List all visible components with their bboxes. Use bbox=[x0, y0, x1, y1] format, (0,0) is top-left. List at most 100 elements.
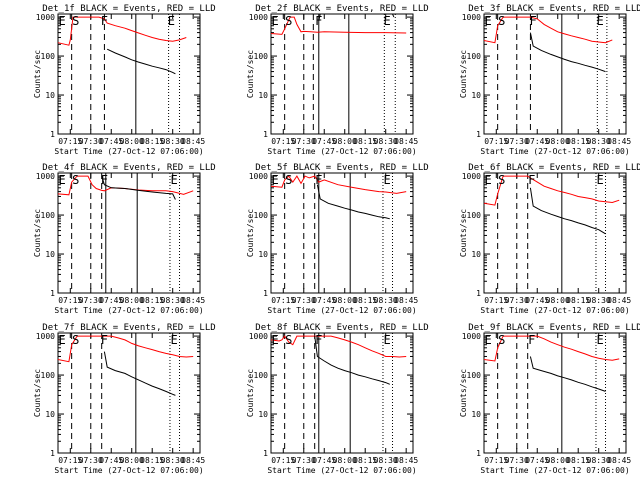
y-tick-label: 10 bbox=[258, 91, 268, 100]
interval-marker-label: S bbox=[498, 173, 505, 187]
y-tick-label: 1000 bbox=[462, 172, 481, 181]
y-tick-label: 10 bbox=[45, 91, 55, 100]
interval-marker-label: E bbox=[168, 14, 175, 28]
x-axis-label: Start Time (27-Oct-12 07:06:00) bbox=[480, 466, 629, 475]
x-tick-label: 08:00 bbox=[120, 137, 144, 146]
interval-marker-label: E bbox=[170, 173, 177, 187]
y-tick-label: 10 bbox=[45, 250, 55, 259]
interval-marker-label: E bbox=[271, 173, 278, 187]
x-axis-label: Start Time (27-Oct-12 07:06:00) bbox=[480, 306, 629, 315]
interval-marker-label: F bbox=[530, 14, 537, 28]
y-tick-label: 10 bbox=[471, 250, 481, 259]
x-tick-label: 07:45 bbox=[99, 296, 123, 305]
interval-marker-label: F bbox=[101, 14, 108, 28]
x-tick-label: 08:45 bbox=[181, 296, 205, 305]
y-tick-label: 100 bbox=[254, 52, 269, 61]
x-tick-label: 08:00 bbox=[546, 296, 570, 305]
y-tick-label: 1000 bbox=[36, 172, 55, 181]
y-tick-label: 1 bbox=[476, 449, 481, 458]
events-series-line bbox=[314, 336, 390, 385]
interval-marker-label: S bbox=[72, 14, 79, 28]
events-series-line bbox=[529, 356, 606, 392]
x-tick-label: 08:15 bbox=[566, 296, 590, 305]
interval-marker-label: F bbox=[315, 173, 322, 187]
interval-marker-label: E bbox=[596, 173, 603, 187]
y-tick-label: 1000 bbox=[462, 13, 481, 22]
y-axis-label: Counts/sec bbox=[33, 369, 42, 417]
y-axis-label: Counts/sec bbox=[459, 50, 468, 98]
y-axis-label: Counts/sec bbox=[246, 50, 255, 98]
panel-title: Det_3f BLACK = Events, RED = LLD bbox=[468, 4, 640, 14]
interval-marker-label: E bbox=[484, 173, 491, 187]
y-tick-label: 1 bbox=[476, 289, 481, 298]
x-tick-label: 07:15 bbox=[271, 296, 295, 305]
interval-marker-label: S bbox=[285, 173, 292, 187]
y-axis-label: Counts/sec bbox=[33, 209, 42, 257]
y-axis-label: Counts/sec bbox=[459, 209, 468, 257]
panel-title: Det_6f BLACK = Events, RED = LLD bbox=[468, 163, 640, 173]
x-tick-label: 08:00 bbox=[120, 296, 144, 305]
events-series-line bbox=[529, 32, 606, 73]
x-tick-label: 08:30 bbox=[587, 296, 611, 305]
x-tick-label: 08:45 bbox=[394, 137, 418, 146]
panel-4: Det_4f BLACK = Events, RED = LLD 1 10 100 10… bbox=[33, 163, 216, 315]
interval-marker-label: E bbox=[271, 14, 278, 28]
interval-marker-label: F bbox=[101, 333, 108, 347]
events-series-line bbox=[529, 187, 606, 235]
x-tick-label: 07:15 bbox=[58, 137, 82, 146]
lld-series-line bbox=[270, 175, 407, 194]
y-axis-label: Counts/sec bbox=[246, 369, 255, 417]
y-tick-label: 100 bbox=[467, 211, 482, 220]
interval-marker-label: E bbox=[484, 14, 491, 28]
panel-9: Det_9f BLACK = Events, RED = LLD 1 10 100 10… bbox=[459, 323, 640, 475]
lld-series-line bbox=[483, 16, 613, 44]
x-tick-label: 08:15 bbox=[566, 137, 590, 146]
x-tick-label: 07:15 bbox=[58, 456, 82, 465]
lld-series-line bbox=[483, 175, 620, 206]
panel-title: Det_2f BLACK = Events, RED = LLD bbox=[255, 4, 428, 14]
y-tick-label: 100 bbox=[467, 371, 482, 380]
y-tick-label: 100 bbox=[254, 211, 269, 220]
interval-marker-label: F bbox=[315, 333, 322, 347]
y-tick-label: 1 bbox=[50, 289, 55, 298]
y-tick-label: 1 bbox=[50, 449, 55, 458]
plot-frame bbox=[57, 172, 201, 294]
x-tick-label: 08:15 bbox=[566, 456, 590, 465]
interval-marker-label: F bbox=[528, 333, 535, 347]
y-tick-label: 1000 bbox=[249, 172, 268, 181]
panel-3: Det_3f BLACK = Events, RED = LLD 1 10 100 10… bbox=[459, 4, 640, 156]
panel-1: Det_1f BLACK = Events, RED = LLD 1 10 100 10… bbox=[33, 4, 216, 156]
y-tick-label: 1000 bbox=[36, 332, 55, 341]
panel-7: Det_7f BLACK = Events, RED = LLD 1 10 100 10… bbox=[33, 323, 216, 475]
x-tick-label: 07:30 bbox=[505, 296, 529, 305]
interval-marker-label: E bbox=[271, 333, 278, 347]
panel-5: Det_5f BLACK = Events, RED = LLD 1 10 100 10… bbox=[246, 163, 429, 315]
interval-marker-label: S bbox=[285, 14, 292, 28]
x-tick-label: 07:45 bbox=[525, 456, 549, 465]
plot-frame bbox=[483, 172, 627, 294]
y-tick-label: 100 bbox=[41, 211, 56, 220]
events-series-line bbox=[318, 13, 395, 21]
x-tick-label: 08:15 bbox=[353, 456, 377, 465]
y-tick-label: 1000 bbox=[249, 13, 268, 22]
x-tick-label: 07:45 bbox=[312, 456, 336, 465]
plot-frame bbox=[483, 332, 627, 454]
events-series-line bbox=[101, 175, 176, 200]
x-tick-label: 08:30 bbox=[374, 456, 398, 465]
x-tick-label: 08:00 bbox=[120, 456, 144, 465]
x-tick-label: 07:45 bbox=[525, 296, 549, 305]
x-tick-label: 08:45 bbox=[607, 456, 631, 465]
x-tick-label: 08:45 bbox=[181, 456, 205, 465]
x-tick-label: 08:45 bbox=[181, 137, 205, 146]
x-axis-label: Start Time (27-Oct-12 07:06:00) bbox=[54, 466, 203, 475]
panel-title: Det_7f BLACK = Events, RED = LLD bbox=[42, 323, 215, 333]
plot-frame bbox=[270, 332, 414, 454]
x-tick-label: 08:45 bbox=[394, 456, 418, 465]
x-tick-label: 08:00 bbox=[546, 137, 570, 146]
x-tick-label: 07:30 bbox=[79, 296, 103, 305]
x-tick-label: 07:30 bbox=[292, 137, 316, 146]
y-tick-label: 10 bbox=[258, 410, 268, 419]
x-tick-label: 08:00 bbox=[333, 296, 357, 305]
x-tick-label: 08:15 bbox=[353, 137, 377, 146]
interval-marker-label: E bbox=[58, 14, 65, 28]
